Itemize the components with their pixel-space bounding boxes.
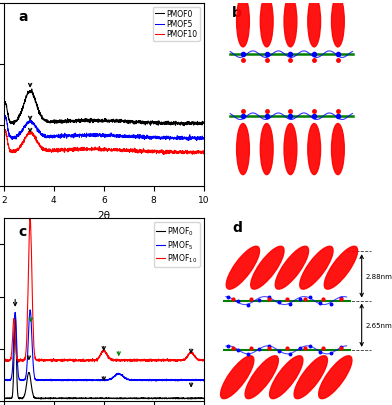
Ellipse shape (275, 247, 309, 290)
Text: c: c (18, 224, 26, 238)
Ellipse shape (284, 0, 297, 48)
PMOF$_5$ (86, 378, 91, 383)
Line: PMOF$_0$: PMOF$_0$ (4, 315, 203, 399)
PMOF$_{10}$ (201, 358, 206, 362)
PMOF$_{10}$ (91, 358, 95, 363)
Ellipse shape (324, 247, 358, 290)
PMOF$_{10}$ (94, 357, 99, 362)
PMOF$_5$ (28, 308, 33, 313)
Text: a: a (18, 9, 27, 23)
PMOF10 (17, 146, 22, 151)
Ellipse shape (270, 356, 303, 399)
PMOF$_5$ (94, 378, 99, 383)
PMOF0 (29, 87, 34, 92)
Text: 2.65nm: 2.65nm (365, 322, 392, 328)
PMOF$_0$ (91, 396, 95, 401)
PMOF0 (2, 103, 6, 108)
Ellipse shape (294, 356, 327, 399)
PMOF$_0$ (25, 374, 30, 379)
PMOF10 (201, 151, 206, 156)
PMOF0 (25, 91, 30, 96)
PMOF0 (182, 124, 187, 129)
PMOF$_5$ (2, 378, 6, 383)
PMOF10 (2, 134, 6, 139)
Ellipse shape (237, 124, 249, 175)
PMOF$_5$ (25, 355, 30, 360)
Ellipse shape (332, 0, 344, 48)
PMOF$_5$ (115, 372, 120, 377)
PMOF10 (94, 147, 99, 152)
PMOF5 (201, 136, 206, 141)
PMOF10 (115, 148, 120, 153)
PMOF$_{10}$ (2, 357, 6, 362)
PMOF$_0$ (39, 396, 44, 401)
PMOF$_{10}$ (16, 360, 21, 365)
Legend: PMOF$_0$, PMOF$_5$, PMOF$_{10}$: PMOF$_0$, PMOF$_5$, PMOF$_{10}$ (154, 223, 200, 267)
Ellipse shape (260, 124, 273, 175)
Ellipse shape (284, 124, 297, 175)
Ellipse shape (237, 0, 249, 48)
PMOF10 (91, 147, 95, 152)
Ellipse shape (245, 356, 278, 399)
PMOF$_0$ (2, 396, 6, 401)
X-axis label: 2θ: 2θ (97, 210, 110, 220)
PMOF$_5$ (153, 379, 158, 384)
PMOF$_5$ (17, 377, 22, 382)
PMOF5 (115, 133, 120, 138)
PMOF$_{10}$ (116, 358, 120, 362)
Ellipse shape (221, 356, 254, 399)
Line: PMOF$_5$: PMOF$_5$ (4, 310, 203, 381)
PMOF$_0$ (94, 396, 99, 401)
PMOF0 (201, 121, 206, 126)
Text: 2.88nm: 2.88nm (365, 273, 392, 279)
PMOF$_{10}$ (17, 357, 22, 362)
PMOF5 (194, 139, 199, 144)
PMOF$_0$ (116, 396, 120, 401)
PMOF0 (17, 115, 22, 119)
Line: PMOF0: PMOF0 (4, 90, 203, 126)
PMOF$_5$ (91, 377, 95, 382)
PMOF0 (115, 118, 120, 123)
PMOF5 (86, 132, 91, 137)
PMOF5 (2, 118, 6, 123)
PMOF10 (25, 132, 30, 136)
Ellipse shape (319, 356, 352, 399)
PMOF$_0$ (13, 313, 18, 318)
PMOF$_0$ (87, 396, 91, 401)
Line: PMOF5: PMOF5 (4, 116, 203, 141)
PMOF$_{10}$ (87, 359, 91, 364)
Ellipse shape (251, 247, 284, 290)
PMOF5 (94, 134, 99, 139)
Text: d: d (232, 221, 242, 234)
Ellipse shape (226, 247, 260, 290)
PMOF10 (3, 128, 8, 133)
PMOF$_0$ (201, 396, 206, 401)
PMOF0 (94, 119, 99, 124)
PMOF5 (91, 134, 95, 139)
Legend: PMOF0, PMOF5, PMOF10: PMOF0, PMOF5, PMOF10 (152, 8, 200, 42)
Ellipse shape (332, 124, 344, 175)
PMOF$_{10}$ (25, 307, 30, 311)
Ellipse shape (300, 247, 333, 290)
PMOF5 (17, 133, 22, 138)
PMOF$_{10}$ (28, 217, 33, 222)
PMOF0 (91, 121, 95, 126)
Line: PMOF10: PMOF10 (4, 130, 203, 155)
Ellipse shape (308, 0, 321, 48)
Line: PMOF$_{10}$: PMOF$_{10}$ (4, 220, 203, 362)
PMOF$_5$ (201, 378, 206, 383)
PMOF5 (25, 120, 30, 125)
Text: b: b (232, 6, 242, 20)
PMOF0 (86, 119, 91, 124)
PMOF10 (161, 153, 166, 158)
PMOF10 (86, 147, 91, 152)
PMOF$_0$ (17, 396, 22, 401)
Ellipse shape (260, 0, 273, 48)
Ellipse shape (308, 124, 321, 175)
PMOF5 (3, 114, 7, 119)
